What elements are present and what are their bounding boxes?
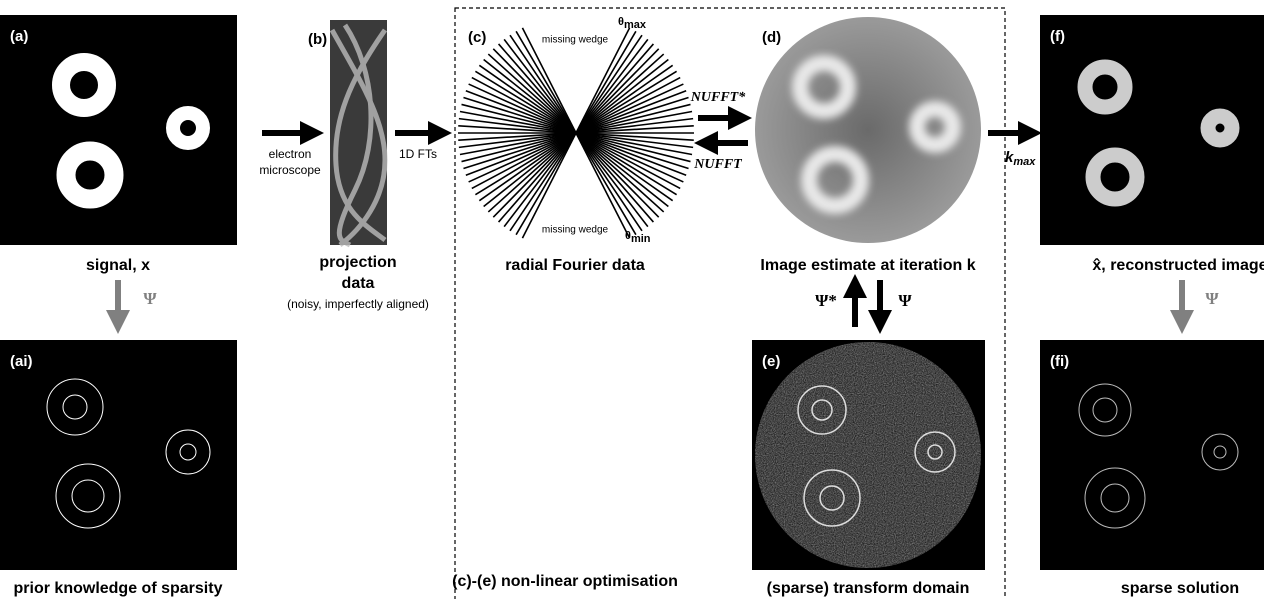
panel-a: (a) xyxy=(0,15,237,245)
caption: sparse solution xyxy=(1121,580,1239,597)
arrow-label: Ψ* xyxy=(815,291,837,310)
caption: radial Fourier data xyxy=(505,257,645,274)
caption-note: (noisy, imperfectly aligned) xyxy=(287,297,429,311)
panel-label: (ai) xyxy=(10,353,33,370)
caption: projection xyxy=(319,254,396,271)
wedge-label: missing wedge xyxy=(542,35,609,46)
panel-fi: (fi) xyxy=(1040,340,1264,570)
arrow-label: 1D FTs xyxy=(399,147,437,161)
panel-ai: (ai) xyxy=(0,340,237,570)
arrow-label: electron xyxy=(269,147,312,161)
panel-label: (c) xyxy=(468,29,486,46)
panel-label: (d) xyxy=(762,29,781,46)
theta-label: θmax xyxy=(618,16,647,31)
arrow-label: kmax xyxy=(1005,149,1036,168)
panel-e: (e) xyxy=(752,340,985,570)
region-label: (c)-(e) non-linear optimisation xyxy=(452,573,678,590)
caption: signal, x xyxy=(86,257,150,274)
wedge-label: missing wedge xyxy=(542,225,609,236)
caption: x̂, reconstructed image xyxy=(1092,257,1264,274)
panel-c: (c) xyxy=(458,28,694,238)
diagram: (a) signal, x (ai) prior knowledge of sp… xyxy=(0,0,1264,599)
caption: Image estimate at iteration k xyxy=(760,257,975,274)
arrow-label: microscope xyxy=(259,163,321,177)
arrow-label: Ψ xyxy=(898,291,912,310)
panel-label: (f) xyxy=(1050,28,1065,45)
panel-label: (fi) xyxy=(1050,353,1069,370)
panel-f: (f) xyxy=(1040,15,1264,245)
caption: data xyxy=(342,275,375,292)
caption: (sparse) transform domain xyxy=(767,580,970,597)
panel-d: (d) xyxy=(752,15,985,245)
arrow-label: Ψ xyxy=(143,289,157,308)
arrow-label: NUFFT* xyxy=(690,90,746,105)
panel-label: (e) xyxy=(762,353,780,370)
theta-label: θmin xyxy=(625,230,651,245)
arrow-label: Ψ xyxy=(1205,289,1219,308)
arrow-label: NUFFT xyxy=(693,157,743,172)
panel-b: (b) xyxy=(308,20,387,245)
panel-label: (a) xyxy=(10,28,28,45)
panel-label: (b) xyxy=(308,31,327,48)
caption: prior knowledge of sparsity xyxy=(14,580,223,597)
